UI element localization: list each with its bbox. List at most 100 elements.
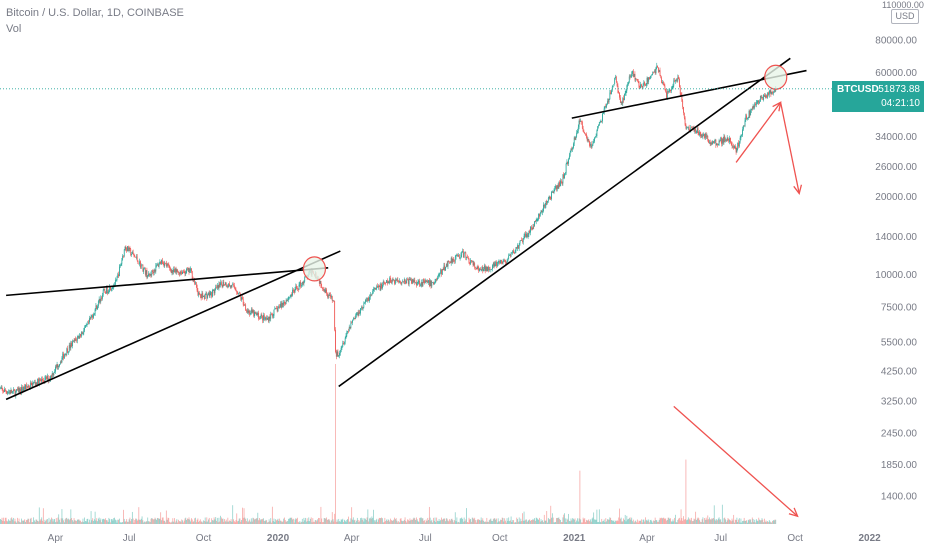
- candle-body: [335, 329, 336, 353]
- candle-body: [117, 274, 119, 278]
- candle-body: [632, 71, 634, 77]
- candle-body: [403, 279, 405, 282]
- currency-badge[interactable]: USD: [891, 9, 919, 24]
- candle-body: [704, 134, 705, 138]
- candle-body: [17, 389, 18, 391]
- volume-bar: [183, 520, 185, 524]
- volume-bar: [22, 520, 24, 524]
- candle-body: [526, 233, 528, 237]
- candle-body: [261, 314, 263, 316]
- volume-bar: [749, 519, 751, 524]
- volume-bar: [182, 520, 183, 524]
- candle-body: [708, 139, 709, 143]
- candle-body: [546, 201, 548, 203]
- volume-bar: [625, 521, 627, 524]
- candle-body: [615, 76, 616, 78]
- candle-body: [386, 280, 387, 283]
- candle-body: [505, 262, 507, 264]
- candle-body: [533, 226, 535, 227]
- volume-bar: [168, 518, 170, 524]
- candle-body: [437, 275, 439, 278]
- volume-bar: [307, 521, 309, 524]
- candle-body: [327, 294, 329, 297]
- volume-bar: [3, 517, 5, 524]
- volume-bar: [72, 520, 73, 524]
- volume-bar: [277, 518, 279, 524]
- volume-bar: [708, 517, 710, 524]
- volume-bar: [431, 519, 433, 524]
- volume-bar: [211, 518, 213, 524]
- volume-bar: [125, 521, 127, 524]
- volume-bar: [102, 518, 104, 524]
- volume-bar: [67, 519, 69, 524]
- volume-bar: [547, 522, 548, 524]
- volume-bar: [297, 517, 298, 524]
- candle-body: [452, 258, 454, 263]
- volume-bar: [145, 521, 147, 524]
- volume-bar: [235, 520, 237, 524]
- volume-bar: [670, 518, 671, 524]
- candle-body: [683, 112, 685, 118]
- candle-body: [764, 94, 765, 97]
- volume-bar: [135, 518, 137, 524]
- volume-bar: [491, 520, 493, 524]
- candle-body: [26, 386, 28, 388]
- candle-body: [662, 82, 663, 84]
- volume-bar: [199, 520, 200, 524]
- candle-body: [111, 287, 113, 289]
- candle-body: [326, 293, 328, 297]
- candle-body: [664, 85, 666, 90]
- candle-body: [216, 285, 218, 288]
- volume-bar: [634, 521, 636, 524]
- volume-bar: [534, 518, 535, 524]
- candle-body: [569, 152, 571, 156]
- volume-bar: [124, 521, 126, 524]
- volume-bar: [198, 521, 200, 524]
- volume-bar: [662, 517, 664, 524]
- volume-bar: [130, 521, 132, 524]
- candle-body: [8, 391, 10, 393]
- candle-body: [586, 137, 588, 141]
- volume-bar: [382, 518, 383, 524]
- volume-bar: [212, 520, 214, 524]
- candle-body: [414, 280, 416, 283]
- volume-bar: [558, 517, 560, 524]
- volume-bar: [229, 520, 230, 524]
- volume-bar: [701, 519, 703, 524]
- candle-body: [754, 103, 756, 108]
- volume-bar: [238, 518, 240, 524]
- candle-body: [749, 111, 751, 116]
- candle-body: [463, 253, 465, 258]
- volume-bar: [469, 519, 471, 524]
- candle-body: [438, 274, 440, 276]
- volume-label[interactable]: Vol: [6, 23, 22, 35]
- candle-body: [337, 351, 339, 356]
- volume-bar: [149, 522, 151, 524]
- price-tick-label: 2450.00: [881, 428, 918, 439]
- volume-bar: [602, 521, 603, 524]
- candle-body: [62, 353, 64, 359]
- volume-bar: [713, 505, 715, 524]
- volume-bar: [574, 518, 576, 524]
- candle-body: [361, 307, 363, 309]
- volume-bar: [607, 519, 609, 524]
- volume-bar: [569, 521, 571, 524]
- volume-bar: [500, 519, 502, 524]
- candle-body: [250, 313, 251, 315]
- volume-bar: [695, 511, 697, 524]
- candle-body: [481, 267, 483, 270]
- candle-body: [656, 65, 658, 68]
- candle-body: [220, 282, 222, 285]
- volume-bar: [475, 522, 477, 524]
- volume-bar: [744, 520, 746, 524]
- volume-bar: [684, 519, 686, 524]
- symbol-title[interactable]: Bitcoin / U.S. Dollar, 1D, COINBASE: [6, 7, 184, 19]
- volume-bar: [510, 516, 512, 524]
- candle-body: [596, 130, 598, 136]
- volume-bar: [29, 518, 31, 524]
- candle-body: [357, 312, 359, 316]
- volume-bar: [550, 505, 552, 524]
- volume-bar: [141, 516, 143, 524]
- volume-bar: [51, 517, 52, 524]
- candle-body: [766, 97, 768, 98]
